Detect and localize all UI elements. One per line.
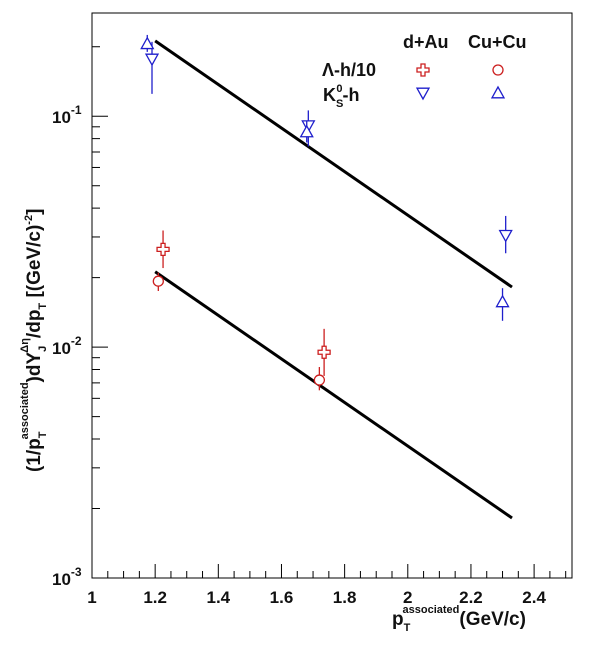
legend-marker-kshort-dau <box>415 87 431 101</box>
x-title-main: p <box>392 609 404 630</box>
data-point-triangle-up <box>495 294 510 308</box>
y-title-c-sub: T <box>37 303 49 310</box>
y-title-c: /dp <box>24 310 45 339</box>
legend-row-kshort-label: KS 0-h <box>323 83 359 110</box>
legend-marker-lambda-dau <box>416 63 430 77</box>
y-title-a-sup: associated <box>19 382 31 439</box>
x-tick-label: 2.2 <box>459 588 483 607</box>
fit-lines <box>154 39 513 520</box>
plot-frame <box>91 12 573 579</box>
legend-header-dau: d+Au <box>403 32 449 52</box>
legend-marker-kshort-cucu <box>490 85 506 99</box>
y-tick-label: 10-2 <box>52 334 82 358</box>
axes-layer: 1 1.2 1.4 1.6 1.8 2 2.2 2.4 10-1 10-2 10-3 <box>52 12 573 607</box>
x-tick-label: 1.8 <box>333 588 357 607</box>
y-tick-label: 10-1 <box>52 103 82 127</box>
legend-kshort-main: K <box>323 85 336 105</box>
data-point-triangle-up <box>299 124 314 138</box>
x-tick-label: 1.2 <box>143 588 167 607</box>
y-title-e: ] <box>24 209 45 215</box>
data-point-circle <box>152 275 164 287</box>
data-point-triangle-down <box>498 229 513 243</box>
legend: d+Au Cu+Cu Λ-h/10 KS 0-h <box>322 32 527 110</box>
x-title-sup: associated <box>403 604 460 616</box>
data-point-triangle-down <box>144 53 160 67</box>
data-point-cross <box>156 242 170 257</box>
legend-kshort-sub: S <box>336 98 343 110</box>
x-title-rest: (GeV/c) <box>459 609 526 630</box>
fit-line <box>154 39 513 289</box>
x-tick-label: 1.4 <box>206 588 230 607</box>
x-axis-title: pTassociated(GeV/c) <box>392 604 526 634</box>
y-title-d-sup: -2 <box>23 215 35 225</box>
data-point-triangle-down <box>301 120 316 134</box>
x-title-sub: T <box>404 622 411 634</box>
y-title-b: )dY <box>24 352 45 383</box>
y-title-d: [(GeV/c) <box>24 225 45 303</box>
x-tick-label: 1.6 <box>270 588 294 607</box>
legend-marker-lambda-cucu <box>492 64 504 76</box>
x-tick-label: 2 <box>403 588 412 607</box>
y-axis-title: (1/pTassociated)dYJΔη/dpT [(GeV/c)-2] <box>19 209 49 472</box>
y-title-b-sub: J <box>37 346 49 352</box>
y-title-a-sub: T <box>37 431 49 438</box>
fit-line <box>154 270 513 520</box>
y-title-b-sup: Δη <box>19 338 31 353</box>
data-point-triangle-up <box>140 36 155 50</box>
legend-kshort-rest: -h <box>342 85 359 105</box>
legend-kshort-sup: 0 <box>336 83 342 95</box>
legend-header-cucu: Cu+Cu <box>468 32 527 52</box>
x-tick-label: 1 <box>87 588 96 607</box>
y-tick-label: 10-3 <box>52 565 82 589</box>
y-title-a: (1/p <box>24 438 45 472</box>
data-point-cross <box>317 345 331 359</box>
x-tick-label: 2.4 <box>522 588 546 607</box>
legend-row-lambda-label: Λ-h/10 <box>322 60 376 80</box>
data-points <box>140 34 513 391</box>
legend-markers <box>415 63 506 101</box>
data-point-circle <box>313 374 326 386</box>
